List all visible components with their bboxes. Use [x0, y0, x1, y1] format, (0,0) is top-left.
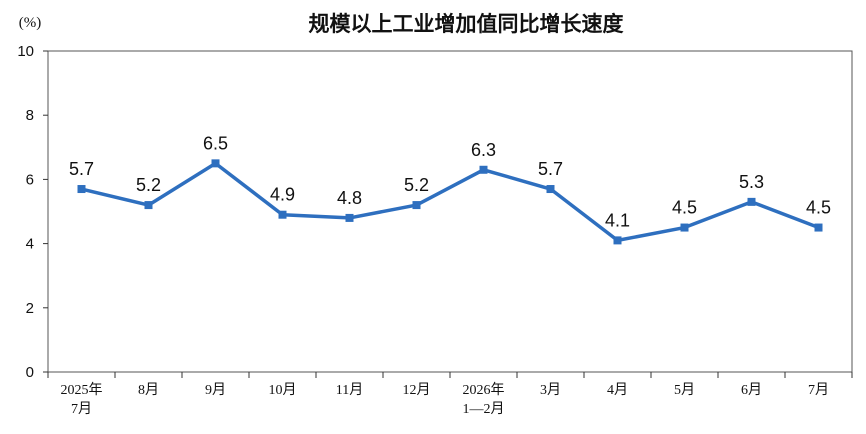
- data-point-marker: [412, 201, 421, 210]
- series-line: [81, 161, 820, 243]
- x-tick-label: 11月: [336, 382, 363, 398]
- x-tick-label: 2026年: [463, 382, 505, 398]
- x-tick-label: 3月: [540, 382, 561, 398]
- data-point-marker: [747, 197, 756, 206]
- data-label: 4.8: [337, 188, 362, 208]
- data-point-marker: [814, 223, 823, 232]
- chart-title: 规模以上工业增加值同比增长速度: [309, 12, 624, 36]
- y-tick-label: 2: [26, 300, 34, 317]
- data-label: 5.3: [739, 172, 764, 192]
- data-point-marker: [211, 159, 220, 168]
- plot-frame: [47, 50, 853, 373]
- data-point-marker: [479, 165, 488, 174]
- y-tick-label: 0: [26, 364, 34, 381]
- x-tick-label: 5月: [674, 382, 695, 398]
- data-point-marker: [613, 236, 622, 245]
- data-label: 5.2: [136, 175, 161, 195]
- x-tick-label: 4月: [607, 382, 628, 398]
- plot-area: 0 2 4 6 8 10 2025年 7月 8月 9月 10月 11月 12月 2026年 1—2月 3月 4月…: [17, 43, 853, 417]
- x-tick-label: 1—2月: [463, 401, 505, 417]
- y-tick-label: 8: [26, 107, 34, 124]
- data-label: 5.7: [538, 159, 563, 179]
- data-label: 4.9: [270, 185, 295, 205]
- x-tick-label: 12月: [403, 382, 431, 398]
- data-label: 6.5: [203, 133, 228, 153]
- y-axis-unit-label: (%): [19, 15, 42, 31]
- y-tick-label: 6: [26, 171, 34, 188]
- y-tick-label: 4: [26, 236, 34, 253]
- x-tick-label: 7月: [808, 382, 829, 398]
- x-tick-label: 9月: [205, 382, 226, 398]
- data-point-marker: [77, 185, 86, 194]
- data-label: 4.5: [806, 198, 831, 218]
- y-tick-label: 10: [17, 43, 34, 60]
- data-label: 6.3: [471, 140, 496, 160]
- data-label: 5.2: [404, 175, 429, 195]
- x-tick-label: 7月: [71, 401, 92, 417]
- x-tick-label: 2025年: [61, 382, 103, 398]
- data-point-marker: [144, 201, 153, 210]
- data-point-marker: [278, 210, 287, 219]
- data-point-marker: [680, 223, 689, 232]
- x-tick-label: 8月: [138, 382, 159, 398]
- x-tick-label: 6月: [741, 382, 762, 398]
- x-tick-label: 10月: [269, 382, 297, 398]
- data-point-marker: [546, 185, 555, 194]
- data-label: 5.7: [69, 159, 94, 179]
- data-label: 4.1: [605, 210, 630, 230]
- data-point-marker: [345, 213, 354, 222]
- data-label: 4.5: [672, 198, 697, 218]
